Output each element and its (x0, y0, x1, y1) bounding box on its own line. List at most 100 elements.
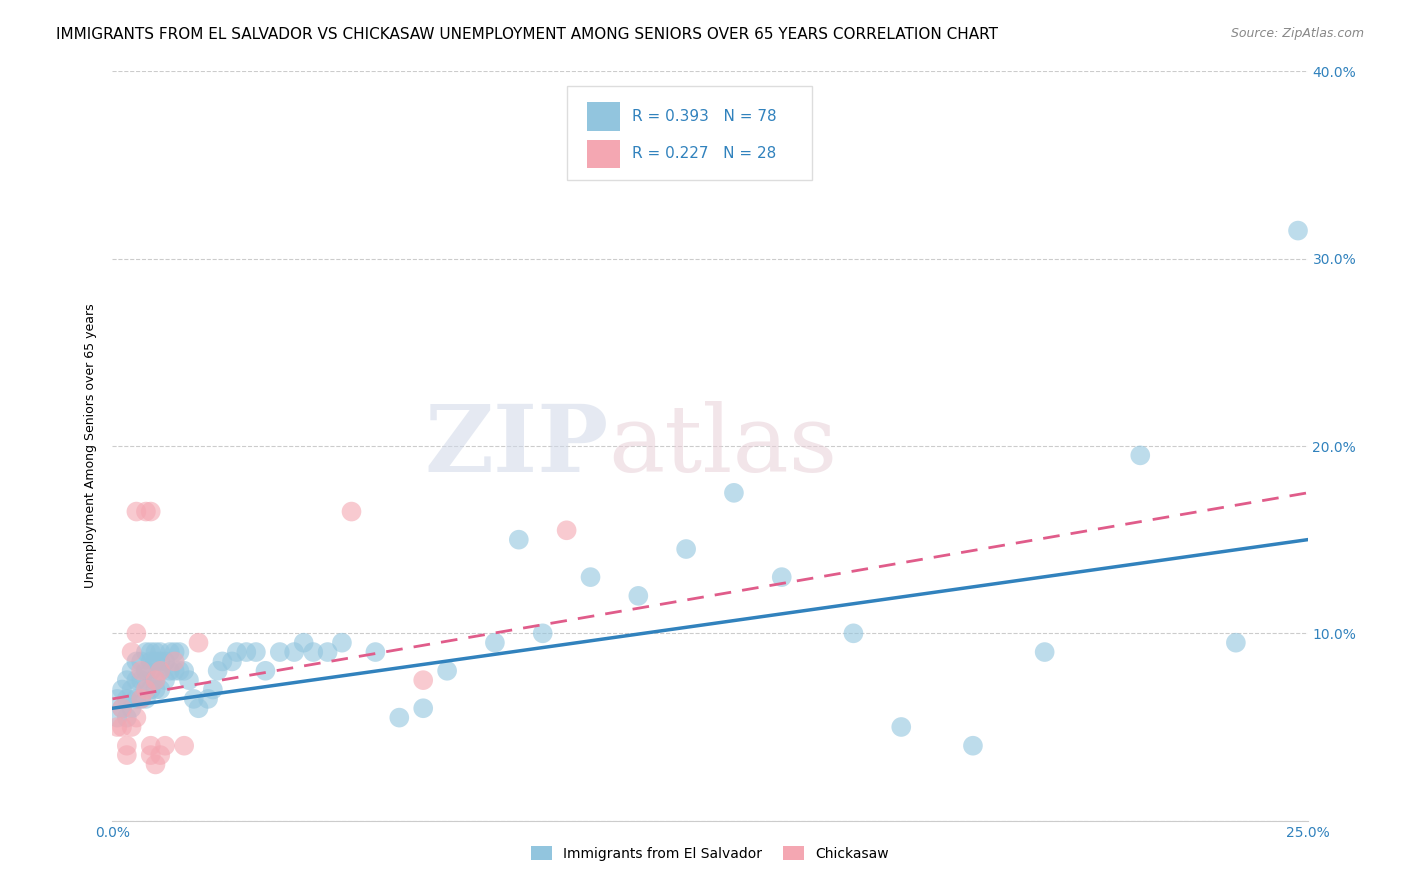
Point (197, 692, 219, 706)
FancyBboxPatch shape (567, 87, 811, 180)
Point (962, 739, 984, 753)
Point (770, 570, 793, 584)
Point (579, 570, 602, 584)
Point (125, 692, 148, 706)
Point (111, 701, 134, 715)
Point (129, 655, 152, 669)
Point (135, 645, 157, 659)
Point (890, 720, 912, 734)
Point (111, 720, 134, 734)
Point (1129, 449, 1152, 463)
Point (149, 664, 172, 678)
Point (183, 692, 205, 706)
Point (149, 655, 172, 669)
Point (627, 589, 650, 603)
Point (269, 645, 291, 659)
Point (364, 645, 387, 659)
Point (145, 673, 167, 688)
Point (153, 673, 176, 688)
Point (254, 664, 277, 678)
Text: R = 0.227   N = 28: R = 0.227 N = 28 (633, 146, 776, 161)
Point (125, 673, 148, 688)
Point (115, 747, 138, 762)
Point (139, 664, 162, 678)
Point (129, 692, 152, 706)
Point (139, 747, 162, 762)
Legend: Immigrants from El Salvador, Chickasaw: Immigrants from El Salvador, Chickasaw (526, 840, 894, 866)
Point (145, 673, 167, 688)
Point (163, 645, 186, 659)
Point (105, 710, 128, 724)
Point (159, 664, 181, 678)
Point (139, 739, 162, 753)
Point (111, 682, 134, 697)
Point (211, 655, 233, 669)
Point (145, 682, 167, 697)
Point (292, 635, 315, 649)
Point (135, 692, 157, 706)
Text: Source: ZipAtlas.com: Source: ZipAtlas.com (1230, 27, 1364, 40)
Point (149, 682, 172, 697)
Point (675, 542, 697, 557)
Point (135, 505, 157, 519)
Point (105, 720, 128, 734)
Point (723, 486, 745, 500)
Point (125, 710, 148, 724)
Point (125, 626, 148, 640)
Point (173, 664, 195, 678)
Point (508, 533, 530, 547)
Point (1033, 645, 1056, 659)
Point (283, 645, 305, 659)
Point (1286, 223, 1309, 237)
Point (105, 692, 128, 706)
FancyBboxPatch shape (586, 139, 620, 168)
Point (149, 645, 172, 659)
Point (436, 664, 458, 678)
Point (153, 655, 176, 669)
Point (159, 645, 181, 659)
Point (139, 682, 162, 697)
Point (115, 710, 138, 724)
Text: IMMIGRANTS FROM EL SALVADOR VS CHICKASAW UNEMPLOYMENT AMONG SENIORS OVER 65 YEAR: IMMIGRANTS FROM EL SALVADOR VS CHICKASAW… (56, 27, 998, 42)
Point (121, 645, 143, 659)
Point (129, 673, 152, 688)
Point (125, 655, 148, 669)
Point (135, 682, 157, 697)
Point (125, 505, 148, 519)
Point (330, 635, 353, 649)
Point (149, 664, 172, 678)
Point (484, 635, 506, 649)
Point (340, 505, 363, 519)
Point (207, 664, 229, 678)
Point (145, 655, 167, 669)
Text: R = 0.393   N = 78: R = 0.393 N = 78 (633, 109, 778, 124)
Point (169, 645, 191, 659)
Point (412, 673, 434, 688)
Point (388, 710, 411, 724)
Point (221, 655, 243, 669)
Point (129, 664, 152, 678)
Point (139, 655, 162, 669)
Point (115, 739, 138, 753)
Point (115, 673, 138, 688)
Point (187, 635, 209, 649)
Text: atlas: atlas (609, 401, 838, 491)
Point (555, 524, 578, 538)
Point (245, 645, 267, 659)
Text: ZIP: ZIP (425, 401, 609, 491)
Point (1225, 635, 1247, 649)
Point (531, 626, 554, 640)
Point (145, 757, 167, 772)
Point (153, 739, 176, 753)
Point (115, 692, 138, 706)
Point (135, 664, 157, 678)
Point (842, 626, 865, 640)
Point (135, 673, 157, 688)
Point (139, 645, 162, 659)
Point (149, 747, 172, 762)
Y-axis label: Unemployment Among Seniors over 65 years: Unemployment Among Seniors over 65 years (83, 303, 97, 589)
Point (121, 701, 143, 715)
Point (187, 701, 209, 715)
Point (121, 682, 143, 697)
Point (121, 720, 143, 734)
